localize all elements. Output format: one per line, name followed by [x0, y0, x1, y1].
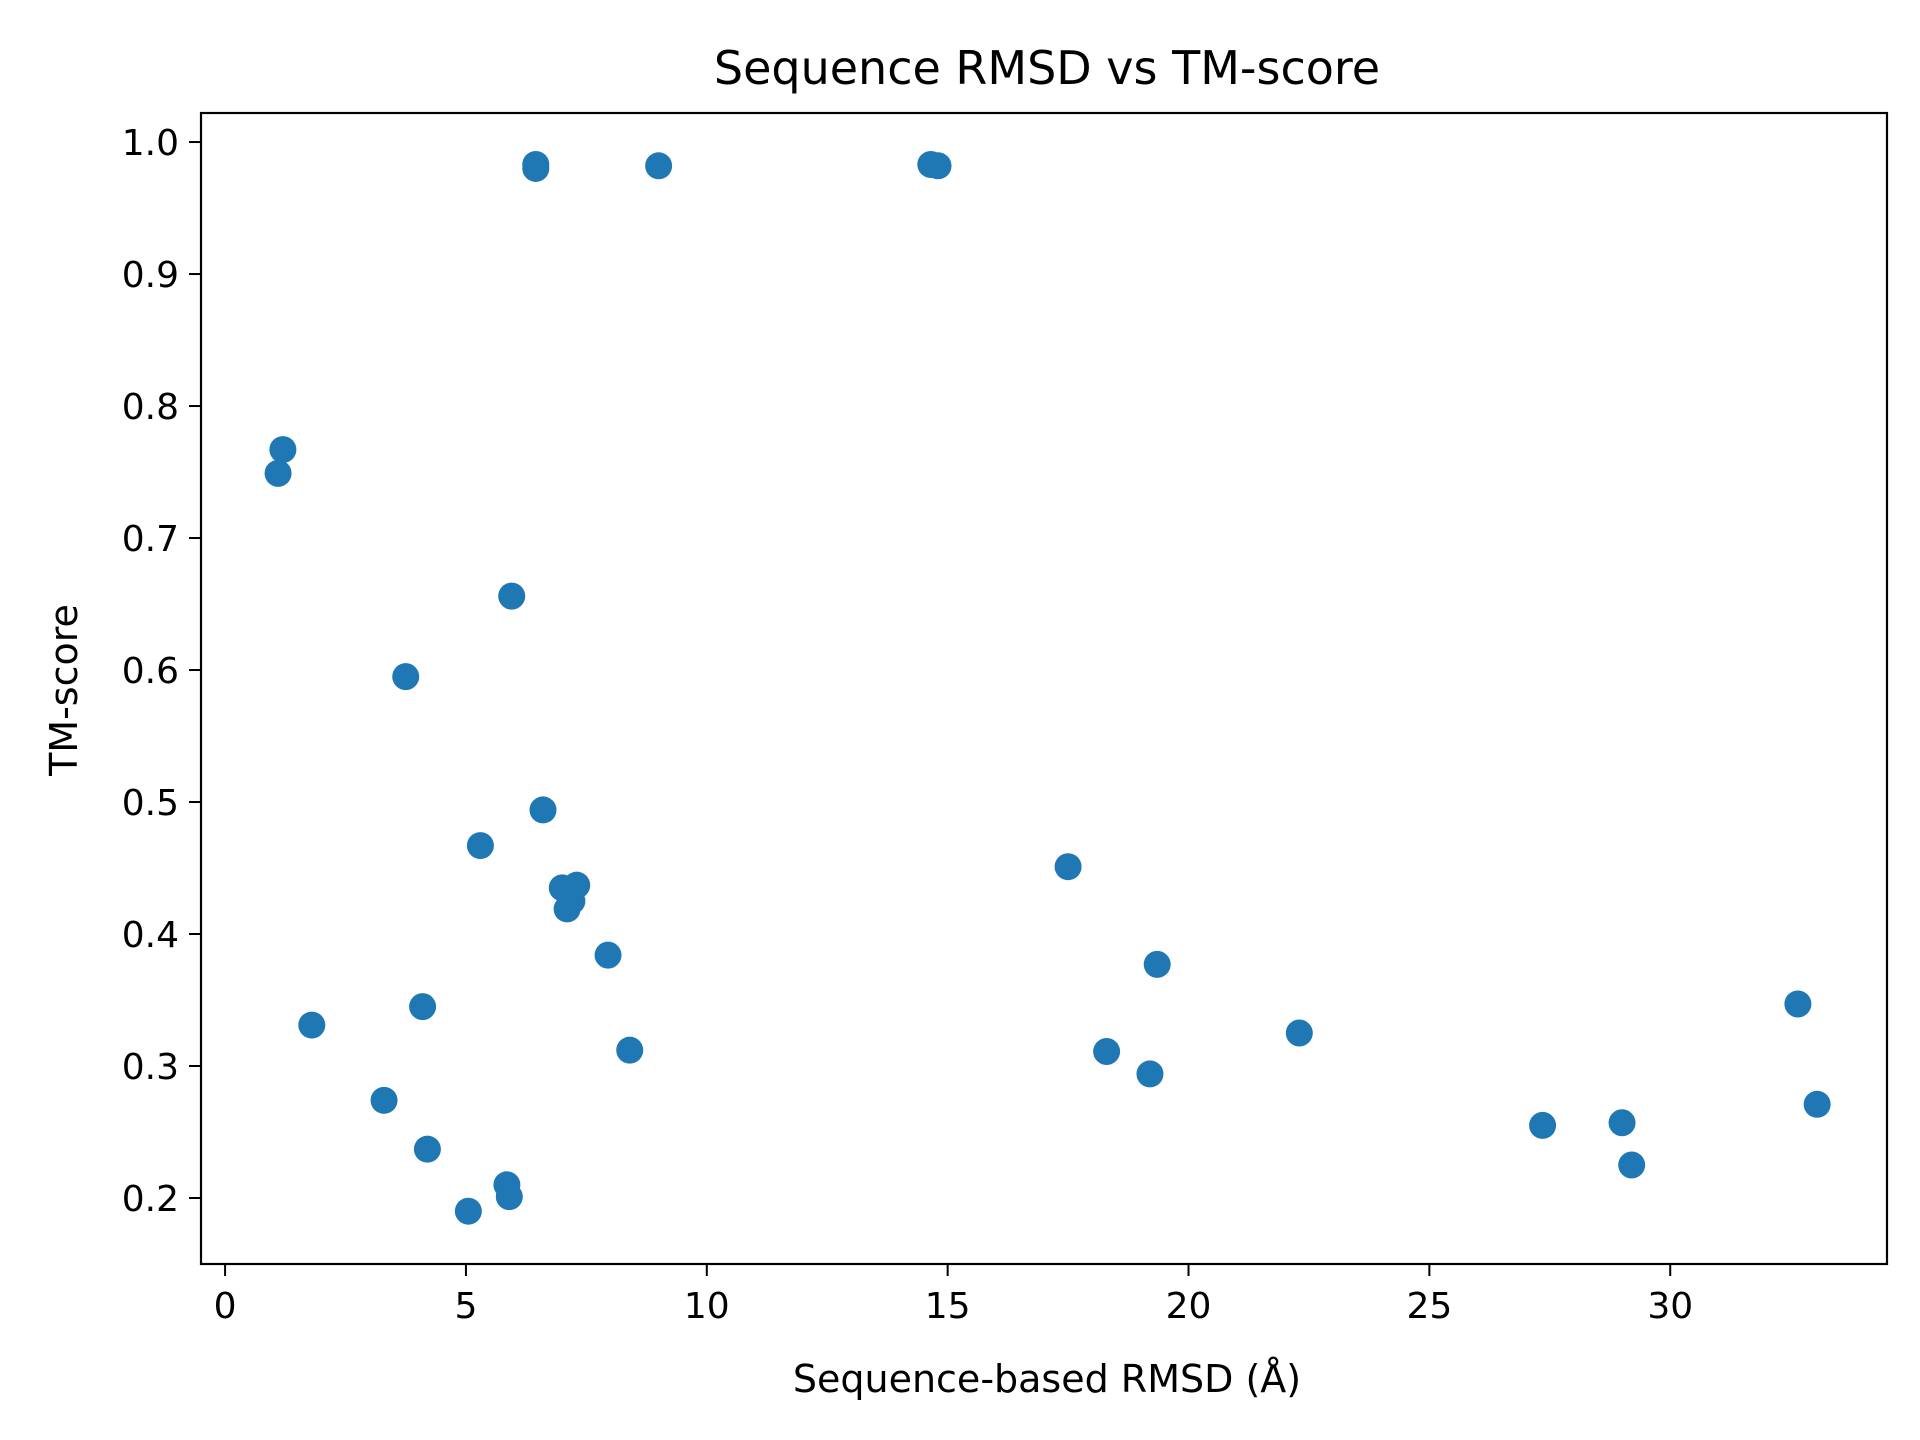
scatter-point: [454, 1197, 482, 1225]
x-tick-label: 5: [454, 1286, 477, 1327]
scatter-point: [616, 1036, 644, 1064]
y-tick-label: 1.0: [122, 123, 179, 164]
scatter-point: [264, 459, 292, 487]
scatter-point: [409, 993, 437, 1021]
scatter-point: [563, 871, 591, 899]
scatter-point: [413, 1135, 441, 1163]
scatter-point: [1136, 1060, 1164, 1088]
scatter-point: [645, 152, 673, 180]
scatter-point: [466, 832, 494, 860]
y-tick-label: 0.7: [122, 519, 179, 560]
x-tick-label: 15: [925, 1286, 971, 1327]
y-tick-label: 0.4: [122, 915, 179, 956]
scatter-point: [924, 152, 952, 180]
scatter-point: [298, 1011, 326, 1039]
y-tick-label: 0.6: [122, 651, 179, 692]
scatter-point: [498, 582, 526, 610]
x-axis: 0 5 10 15 20 25 30: [214, 1264, 1693, 1327]
plot-frame: [199, 111, 1889, 1266]
y-tick-label: 0.5: [122, 783, 179, 824]
scatter-point: [1054, 853, 1082, 881]
scatter-point: [1618, 1151, 1646, 1179]
x-tick-label: 25: [1406, 1286, 1452, 1327]
scatter-point: [269, 436, 297, 464]
y-axis-label: TM-score: [42, 604, 86, 777]
x-tick-label: 20: [1166, 1286, 1212, 1327]
scatter-points: [264, 150, 1831, 1225]
scatter-point: [1784, 990, 1812, 1018]
scatter-point: [1093, 1037, 1121, 1065]
chart-title: Sequence RMSD vs TM-score: [714, 41, 1380, 95]
scatter-point: [1608, 1109, 1636, 1137]
scatter-point: [1529, 1111, 1557, 1139]
scatter-point: [529, 796, 557, 824]
x-tick-label: 30: [1647, 1286, 1693, 1327]
x-axis-label: Sequence-based RMSD (Å): [793, 1357, 1301, 1401]
scatter-point: [1285, 1019, 1313, 1047]
y-tick-label: 0.9: [122, 255, 179, 296]
x-tick-label: 10: [684, 1286, 730, 1327]
x-tick-label: 0: [214, 1286, 237, 1327]
scatter-point: [392, 663, 420, 691]
scatter-point: [594, 941, 622, 969]
y-tick-label: 0.3: [122, 1047, 179, 1088]
scatter-point: [1143, 950, 1171, 978]
scatter-point: [495, 1183, 523, 1211]
y-axis: 0.2 0.3 0.4 0.5 0.6 0.7 0.8 0.9 1.0: [122, 123, 201, 1220]
scatter-point: [370, 1086, 398, 1114]
scatter-point: [522, 154, 550, 182]
scatter-point: [1803, 1090, 1831, 1118]
y-tick-label: 0.2: [122, 1179, 179, 1220]
y-tick-label: 0.8: [122, 387, 179, 428]
